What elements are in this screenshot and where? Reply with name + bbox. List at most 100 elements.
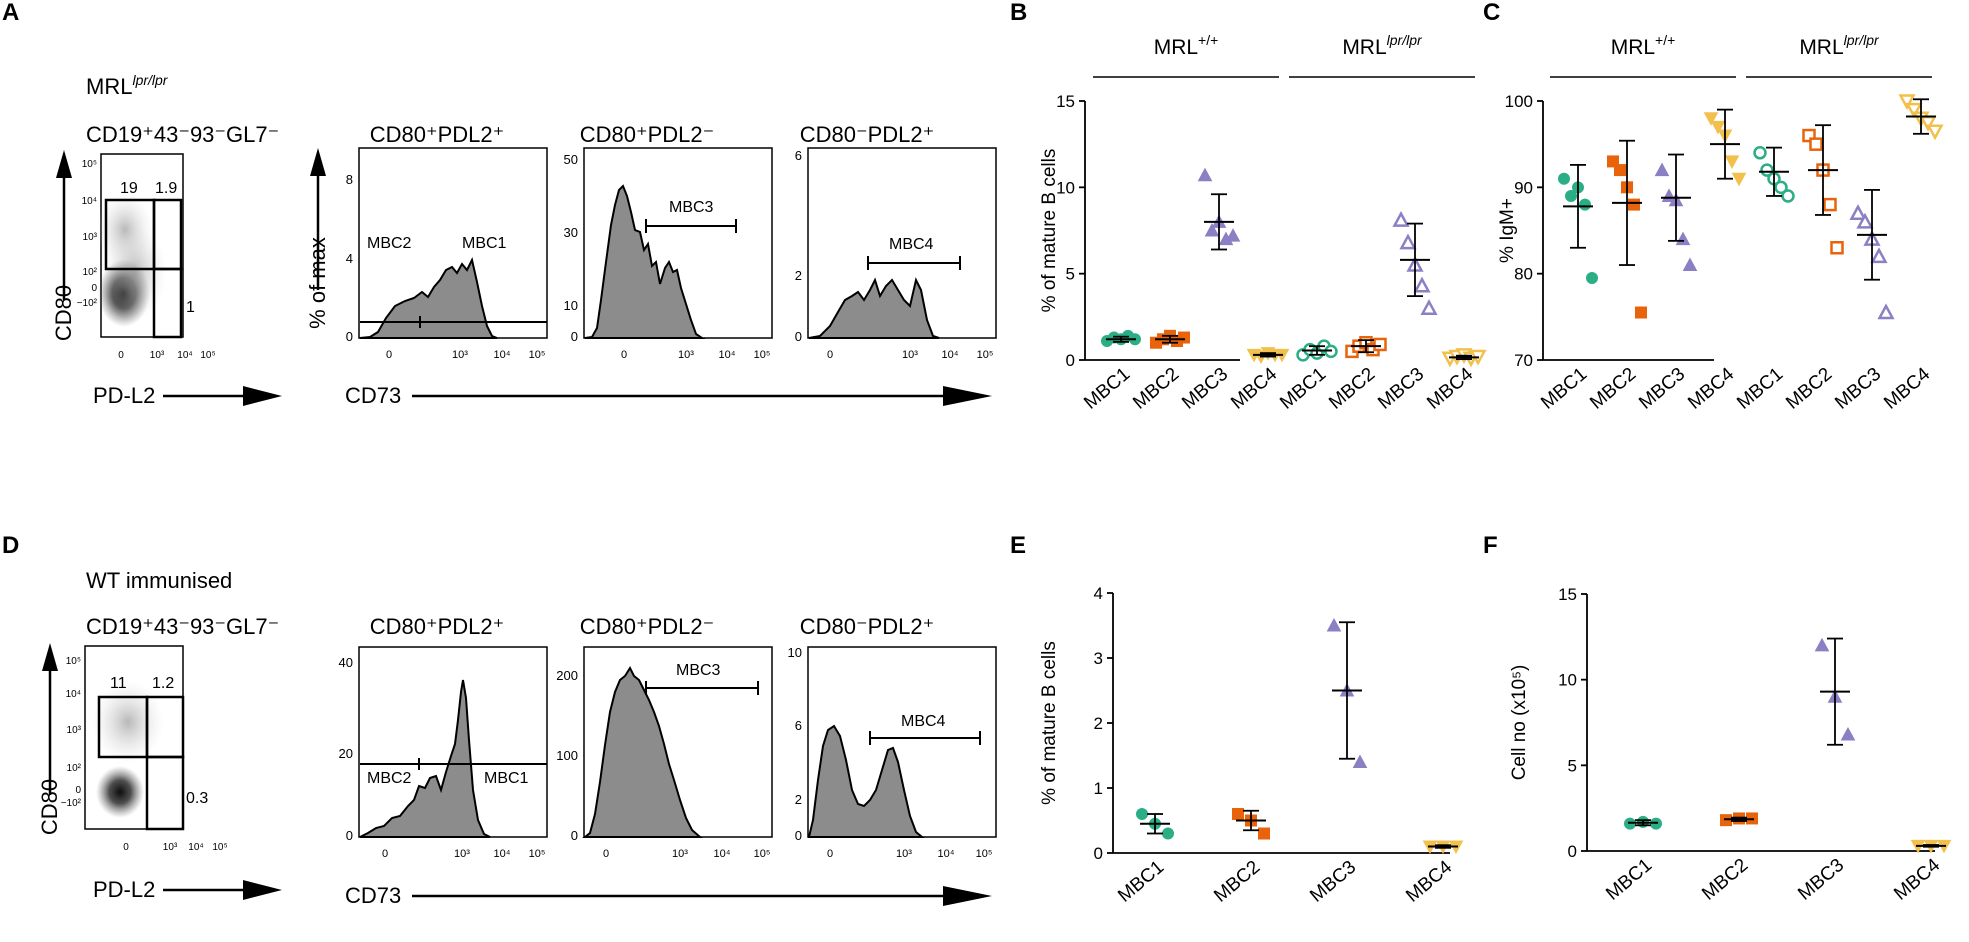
gate-label-mbc3: MBC3	[676, 662, 721, 679]
data-point	[1232, 808, 1244, 820]
hist-xtick: 0	[827, 349, 833, 361]
cd73-axis-label: CD73	[345, 383, 401, 408]
panel-letter-a: A	[2, 0, 19, 26]
dot-xtick: 10⁴	[177, 350, 192, 361]
hist-xtick: 0	[827, 848, 833, 860]
data-point	[1178, 331, 1190, 344]
dot-ytick: 0	[91, 283, 97, 294]
cd80-axis-label: CD80	[37, 779, 62, 835]
x-tick-label: MBC2	[1586, 364, 1640, 414]
hist-title: CD80⁺PDL2⁻	[580, 614, 715, 639]
x-tick-label: MBC1	[1114, 857, 1168, 907]
hist-title: CD80⁻PDL2⁺	[800, 614, 935, 639]
y-tick-label: 15	[1056, 92, 1075, 111]
dot-xtick: 0	[118, 350, 124, 361]
x-tick-label: MBC3	[1306, 857, 1360, 907]
x-tick-label: MBC4	[1880, 363, 1934, 413]
dot-xtick: 0	[123, 842, 129, 853]
x-tick-label: MBC4	[1227, 363, 1281, 413]
hist-xtick: 10⁵	[529, 349, 546, 361]
dot-xtick: 10³	[150, 350, 165, 361]
group-label: MRLlpr/lpr	[1342, 32, 1423, 59]
x-tick-label: MBC1	[1537, 364, 1591, 414]
hist-xtick: 10⁴	[938, 848, 955, 860]
hist-ytick: 2	[795, 268, 802, 283]
data-point	[1258, 827, 1270, 840]
pdl2-axis-label: PD-L2	[93, 383, 155, 408]
arrow-right-icon	[243, 880, 282, 900]
data-point	[1898, 94, 1916, 111]
hist-ytick: 30	[564, 225, 578, 240]
x-tick-label: MBC1	[1080, 364, 1134, 414]
data-point	[1654, 162, 1670, 177]
dot-ytick: 10⁴	[66, 689, 81, 700]
histogram-cd80neg-pdl2pos: MBC4 6 2 0 0 10³ 10⁴ 10⁵	[795, 147, 997, 361]
data-point	[1731, 172, 1747, 187]
chart-panel-f: 0 5 10 15 Cell no (x10⁵) MBC1 MBC2 MBC3 MBC4	[1509, 585, 1952, 905]
hist-title: CD80⁻PDL2⁺	[800, 122, 935, 147]
data-point	[1352, 754, 1368, 768]
dot-ytick: 10²	[67, 763, 82, 774]
data-point	[1565, 189, 1577, 202]
x-tick-label: MBC2	[1325, 364, 1379, 414]
panel-letter-c: C	[1483, 0, 1500, 26]
data-point	[1830, 241, 1844, 255]
gate-label-mbc1: MBC1	[462, 235, 507, 252]
x-tick-label: MBC1	[1276, 364, 1330, 414]
pdl2-axis-label: PD-L2	[93, 877, 155, 902]
cd73-axis-label: CD73	[345, 883, 401, 908]
x-tick-label: MBC1	[1602, 855, 1656, 905]
y-tick-label: 3	[1094, 649, 1103, 668]
dot-ytick: 0	[75, 785, 81, 796]
data-point	[1781, 189, 1795, 203]
data-point	[1774, 180, 1788, 195]
y-tick-label: 5	[1568, 756, 1577, 775]
y-tick-label: 0	[1066, 351, 1075, 370]
dot-plot-a: 19 1.9 1 10⁵ 10⁴ 10³ 10² 0 −10² 0 10³ 10…	[51, 150, 282, 408]
gate-value: 1.9	[155, 180, 177, 197]
x-tick-label: MBC3	[1635, 364, 1689, 414]
gate-label-mbc4: MBC4	[889, 236, 934, 253]
group-label: MRLlpr/lpr	[1799, 32, 1880, 59]
group-label: MRL+/+	[1611, 32, 1676, 59]
dot-xtick: 10⁴	[188, 842, 203, 853]
group-label: MRL+/+	[1154, 32, 1219, 59]
hist-xtick: 10⁵	[529, 848, 546, 860]
dot-xtick: 10⁵	[200, 350, 215, 361]
histogram-cd80neg-pdl2pos: MBC4 10 6 2 0 0 10³ 10⁴ 10⁵	[788, 645, 997, 860]
dot-xtick: 10³	[163, 842, 178, 853]
dot-ytick: 10³	[83, 232, 98, 243]
dot-ytick: −10²	[77, 298, 98, 309]
data-point	[1225, 228, 1241, 242]
dot-ytick: −10²	[61, 798, 82, 809]
hist-xtick: 10⁵	[977, 349, 994, 361]
panel-letter-d: D	[2, 532, 19, 559]
hist-xtick: 0	[603, 848, 609, 860]
dot-ytick: 10³	[67, 725, 82, 736]
data-point	[1326, 617, 1342, 632]
y-axis-label: % of mature B cells	[1039, 149, 1060, 313]
data-point	[1586, 271, 1598, 284]
data-point	[1877, 303, 1895, 320]
hist-xtick: 10⁴	[714, 848, 731, 860]
cd80-axis-label: CD80	[51, 285, 76, 341]
x-tick-label: MBC3	[1374, 364, 1428, 414]
data-point	[1635, 306, 1647, 319]
gate-label-mbc4: MBC4	[901, 713, 946, 730]
data-point	[1682, 257, 1698, 272]
dot-ytick: 10⁵	[66, 656, 81, 667]
gate-pdl2-pos	[145, 755, 185, 831]
gate-label-mbc2: MBC2	[367, 770, 412, 787]
data-point	[1558, 172, 1570, 185]
strain-label-d: WT immunised	[86, 568, 232, 593]
data-point	[1802, 128, 1816, 143]
data-point	[1823, 197, 1837, 212]
dot-xtick: 10⁵	[212, 842, 227, 853]
histogram-cd80pos-pdl2neg: MBC3 200 100 0 0 10³ 10⁴ 10⁵	[556, 646, 773, 860]
data-point	[1840, 726, 1856, 741]
hist-xtick: 10³	[452, 349, 468, 361]
x-tick-label: MBC2	[1698, 855, 1752, 905]
data-point	[1870, 247, 1888, 264]
